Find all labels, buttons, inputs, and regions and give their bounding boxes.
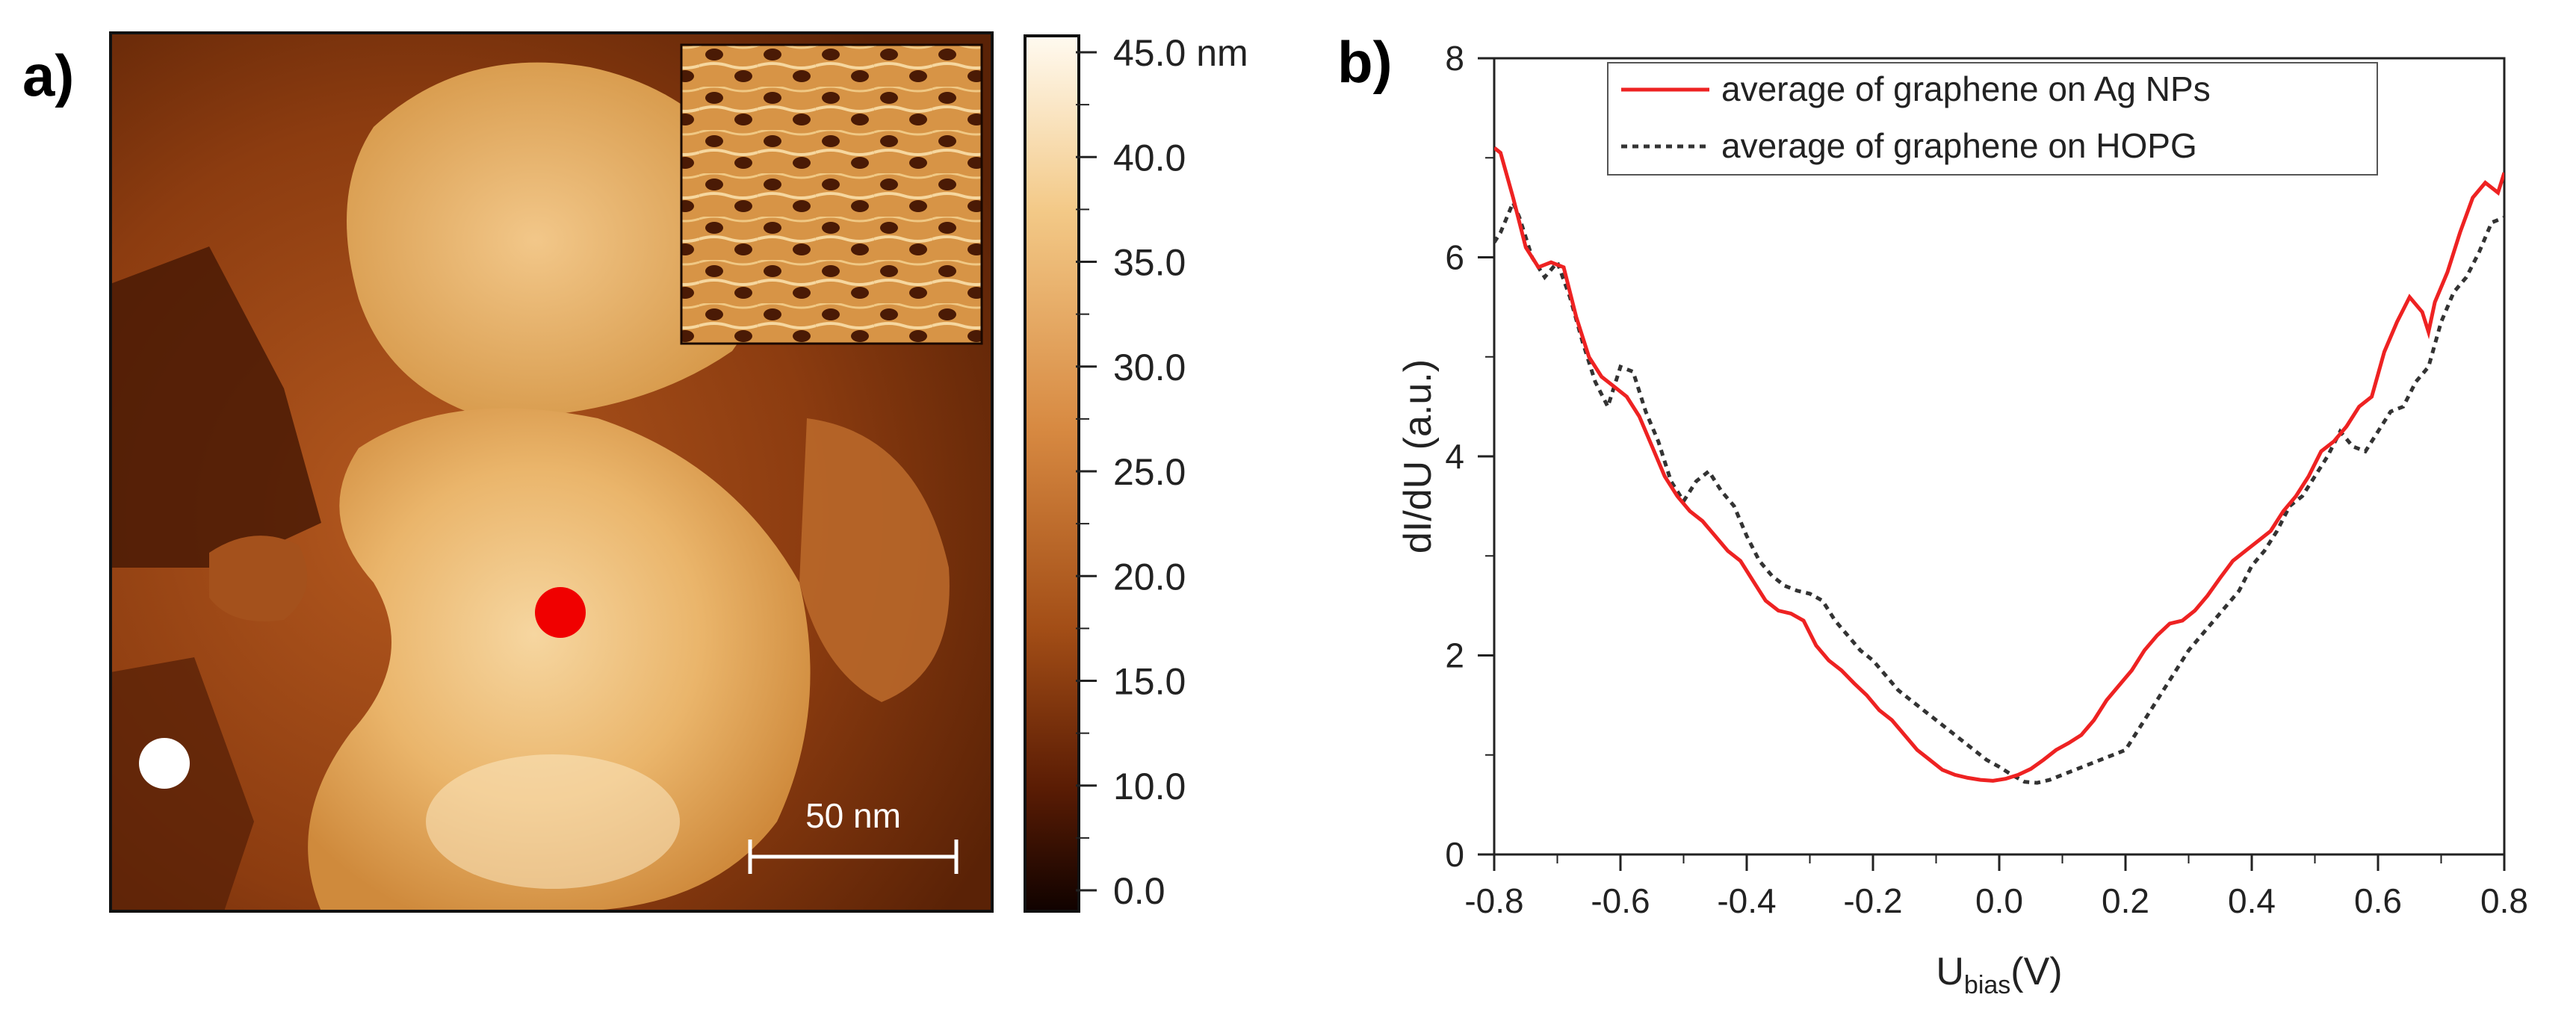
x-axis-title-subscript: bias — [1964, 971, 2010, 999]
colorbar-ticks: 45.0 nm 40.0 35.0 30.0 25.0 20.0 15.0 10.0 0.0 — [1076, 32, 1248, 912]
colorbar-tick-label: 15.0 — [1113, 661, 1186, 703]
stm-highlight — [426, 754, 680, 889]
colorbar-tick-label: 20.0 — [1113, 556, 1186, 598]
series-line-graphene-ag-nps — [1494, 146, 2504, 783]
x-axis-tick-label: -0.4 — [1717, 881, 1776, 920]
colorbar-tick-label: 40.0 — [1113, 137, 1186, 179]
legend-label-ag-nps: average of graphene on Ag NPs — [1721, 69, 2211, 108]
x-axis-title-unit: (V) — [2010, 950, 2062, 993]
x-axis-tick-label: -0.6 — [1591, 881, 1650, 920]
colorbar-tick-label: 35.0 — [1113, 242, 1186, 284]
x-axis-tick-label: -0.2 — [1843, 881, 1902, 920]
colorbar-tick-label: 30.0 — [1113, 347, 1186, 388]
y-axis-tick-label: 2 — [1445, 636, 1464, 675]
colorbar-tick-label: 0.0 — [1113, 870, 1165, 912]
y-axis-tick-label: 8 — [1445, 39, 1464, 78]
stm-upper-grain — [347, 62, 767, 418]
scale-bar: 50 nm — [748, 796, 959, 874]
plot-frame — [1493, 57, 2506, 856]
white-dot-marker — [139, 738, 190, 789]
inset-lattice-fill — [681, 45, 982, 344]
colorbar-tick-label: 25.0 — [1113, 451, 1186, 493]
x-axis-tick-label: 0.6 — [2354, 881, 2402, 920]
x-axis-tick-label: 0.2 — [2102, 881, 2149, 920]
colorbar-tick-label: 10.0 — [1113, 766, 1186, 807]
y-axis-tick-label: 6 — [1445, 238, 1464, 277]
stm-image: 50 nm — [111, 33, 992, 911]
scale-bar-label: 50 nm — [805, 796, 901, 835]
inset-border — [680, 43, 983, 345]
x-axis-ticks: -0.8 -0.6 -0.4 -0.2 0.0 0.2 0.4 0.6 0.8 — [1464, 854, 2528, 920]
y-axis-tick-label: 0 — [1445, 835, 1464, 874]
stm-small-grain — [209, 536, 308, 621]
stm-dark-region-lower — [111, 657, 254, 911]
panel-a-label: a) — [22, 43, 74, 108]
y-axis-tick-label: 4 — [1445, 437, 1464, 476]
legend-box — [1607, 62, 2378, 176]
x-axis-title-main: U — [1936, 950, 1964, 993]
red-dot-marker — [535, 587, 586, 638]
spectra-chart: -0.8 -0.6 -0.4 -0.2 0.0 0.2 0.4 0.6 0.8 0 2 4 6 8 av… — [1396, 39, 2528, 999]
stm-main-grain — [308, 408, 811, 911]
x-axis-tick-label: -0.8 — [1464, 881, 1523, 920]
colorbar: 45.0 nm 40.0 35.0 30.0 25.0 20.0 15.0 10.0 0.0 — [1024, 32, 1248, 913]
panel-b-label: b) — [1337, 29, 1393, 95]
y-axis-ticks: 0 2 4 6 8 — [1445, 39, 1494, 874]
x-axis-tick-label: 0.0 — [1975, 881, 2023, 920]
stm-inset-lattice — [680, 43, 983, 345]
stm-dark-region — [111, 246, 321, 568]
series-line-graphene-hopg — [1494, 197, 2504, 785]
plot-area — [1494, 146, 2504, 785]
stm-image-frame — [109, 31, 994, 913]
legend-label-hopg: average of graphene on HOPG — [1721, 126, 2197, 165]
stm-right-grain — [799, 418, 950, 702]
colorbar-tick-label: 45.0 nm — [1113, 32, 1248, 74]
y-axis-title: dI/dU (a.u.) — [1396, 359, 1440, 553]
colorbar-bar — [1024, 34, 1080, 913]
x-axis-tick-label: 0.4 — [2228, 881, 2276, 920]
x-axis-title: Ubias(V) — [1936, 950, 2062, 999]
legend: average of graphene on Ag NPs average of… — [1607, 62, 2378, 176]
x-axis-tick-label: 0.8 — [2480, 881, 2528, 920]
